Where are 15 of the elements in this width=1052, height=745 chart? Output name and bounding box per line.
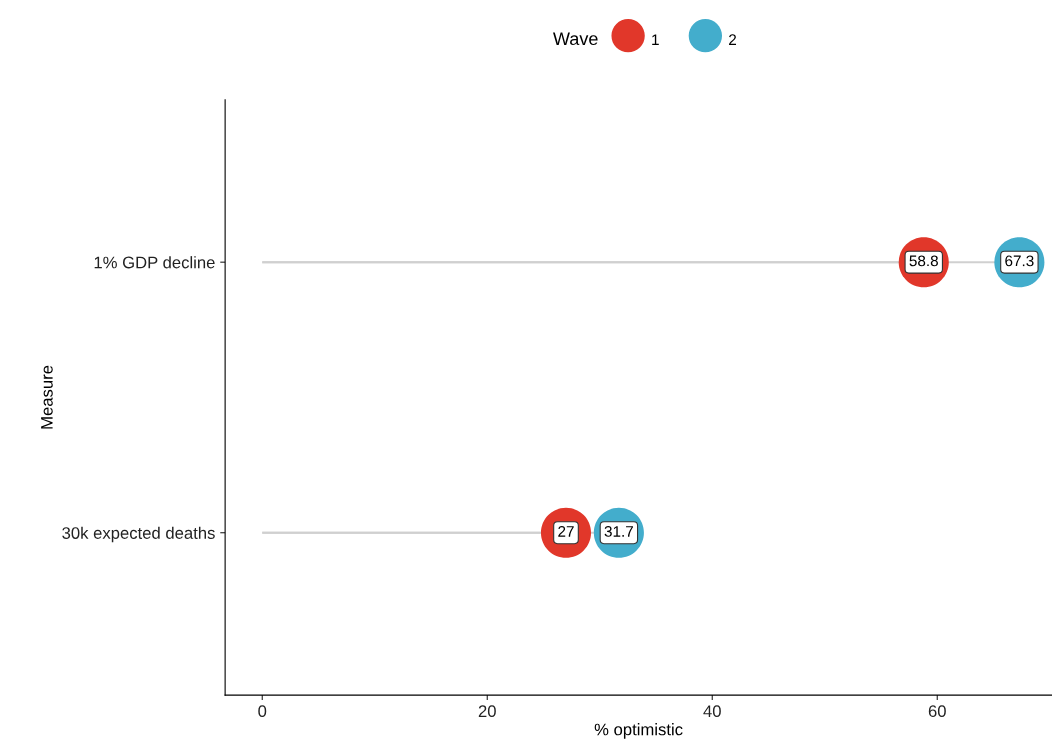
data-label: 58.8 (909, 255, 938, 267)
legend-title: Wave (553, 32, 598, 46)
y-tick-label: 30k expected deaths (62, 526, 215, 543)
data-label: 67.3 (1005, 255, 1034, 267)
y-axis-title: Measure (41, 365, 53, 429)
data-label: 31.7 (604, 526, 633, 537)
x-tick-label: 20 (478, 705, 496, 718)
x-tick-label: 0 (258, 705, 267, 718)
x-tick-label: 40 (703, 705, 721, 718)
x-tick-label: 60 (928, 705, 946, 718)
data-label: 27 (558, 526, 574, 537)
legend-label: 1 (652, 34, 659, 45)
x-axis-title: % optimistic (594, 723, 683, 739)
y-tick-label: 1% GDP decline (94, 256, 215, 269)
legend-label: 2 (729, 34, 737, 45)
